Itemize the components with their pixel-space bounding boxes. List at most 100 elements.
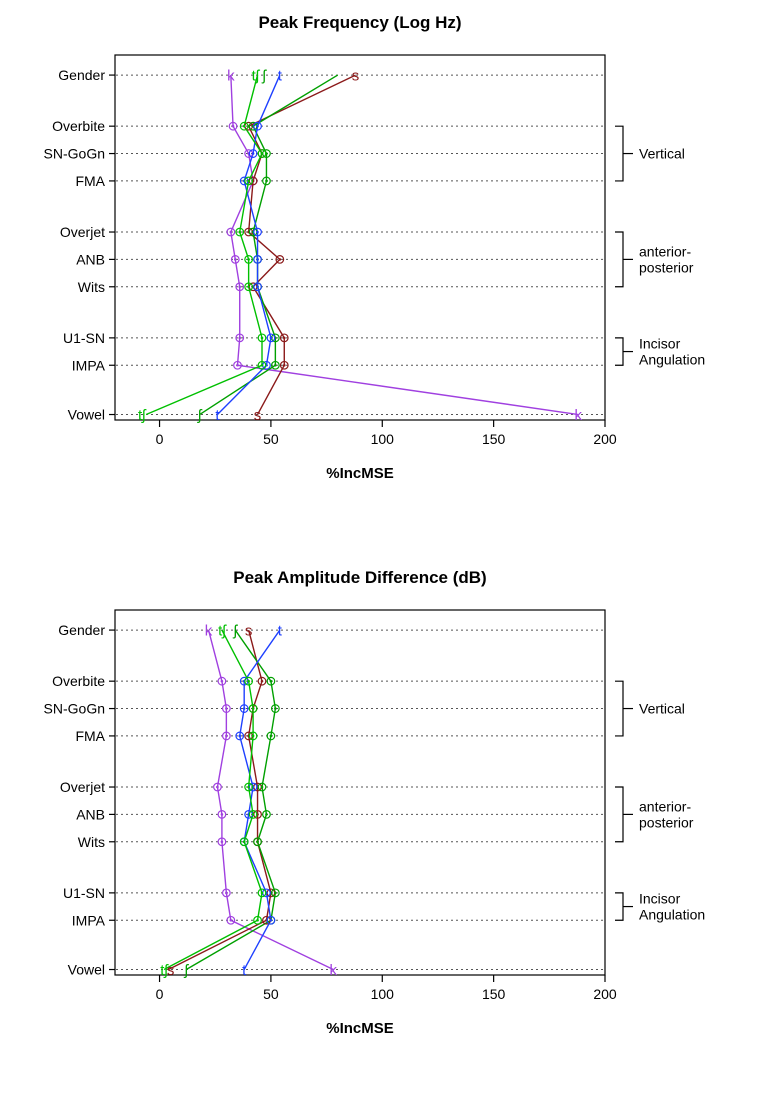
y-category-label: Gender bbox=[58, 67, 105, 83]
x-tick-label: 50 bbox=[263, 431, 279, 447]
series-point-inner-esh bbox=[265, 813, 268, 816]
series-glyph-esh: ʃ bbox=[262, 67, 268, 84]
series-glyph-esh: ʃ bbox=[184, 962, 190, 979]
group-label: Angulation bbox=[639, 352, 705, 368]
series-point-inner-esh bbox=[270, 735, 273, 738]
y-category-label: Vowel bbox=[68, 407, 105, 423]
x-axis-label: %IncMSE bbox=[326, 1020, 394, 1037]
group-label: Incisor bbox=[639, 336, 681, 352]
group-bracket bbox=[615, 232, 623, 287]
series-point-inner-k bbox=[230, 231, 233, 234]
x-tick-label: 0 bbox=[156, 986, 164, 1002]
series-point-inner-s bbox=[283, 337, 286, 340]
series-point-inner-t bbox=[256, 125, 259, 128]
series-point-inner-esh bbox=[265, 180, 268, 183]
y-category-label: Overjet bbox=[60, 779, 105, 795]
series-point-inner-esh bbox=[274, 364, 277, 367]
group-label: Vertical bbox=[639, 701, 685, 717]
series-glyph-t: t bbox=[278, 622, 283, 639]
chart-title: Peak Amplitude Difference (dB) bbox=[233, 568, 486, 587]
series-point-inner-k bbox=[234, 258, 237, 261]
x-tick-label: 200 bbox=[593, 986, 617, 1002]
y-category-label: Overbite bbox=[52, 118, 105, 134]
series-point-inner-tesh bbox=[261, 364, 264, 367]
y-category-label: FMA bbox=[75, 173, 105, 189]
x-tick-label: 100 bbox=[371, 431, 395, 447]
series-point-inner-esh bbox=[256, 840, 259, 843]
series-glyph-s: s bbox=[245, 622, 253, 639]
series-glyph-tesh: tʃ bbox=[252, 67, 261, 84]
y-category-label: Wits bbox=[78, 279, 105, 295]
series-point-inner-tesh bbox=[256, 919, 259, 922]
series-point-inner-t bbox=[256, 258, 259, 261]
series-point-inner-k bbox=[221, 813, 224, 816]
y-category-label: Vowel bbox=[68, 962, 105, 978]
x-tick-label: 50 bbox=[263, 986, 279, 1002]
page: { "image_size": { "w": 776, "h": 1107 },… bbox=[0, 0, 776, 1107]
series-point-inner-s bbox=[279, 258, 282, 261]
y-category-label: ANB bbox=[76, 251, 105, 267]
x-tick-label: 100 bbox=[371, 986, 395, 1002]
series-glyph-tesh: tʃ bbox=[138, 407, 147, 424]
series-glyph-esh: ʃ bbox=[197, 407, 203, 424]
series-glyph-t: t bbox=[278, 67, 283, 84]
x-tick-label: 0 bbox=[156, 431, 164, 447]
series-glyph-s: s bbox=[352, 67, 360, 84]
group-bracket bbox=[615, 787, 623, 842]
y-category-label: U1-SN bbox=[63, 330, 105, 346]
series-point-inner-tesh bbox=[247, 285, 250, 288]
series-point-inner-t bbox=[238, 735, 241, 738]
series-point-inner-k bbox=[216, 786, 219, 789]
series-point-inner-k bbox=[221, 680, 224, 683]
series-point-inner-s bbox=[261, 680, 264, 683]
series-point-inner-tesh bbox=[252, 813, 255, 816]
series-point-inner-s bbox=[283, 364, 286, 367]
series-point-inner-tesh bbox=[261, 892, 264, 895]
series-point-inner-k bbox=[238, 285, 241, 288]
series-point-inner-tesh bbox=[252, 735, 255, 738]
x-tick-label: 150 bbox=[482, 986, 506, 1002]
series-point-inner-t bbox=[243, 707, 246, 710]
x-tick-label: 150 bbox=[482, 431, 506, 447]
series-glyph-k: k bbox=[227, 67, 235, 84]
group-bracket bbox=[615, 338, 623, 365]
series-glyph-k: k bbox=[205, 622, 213, 639]
y-category-label: U1-SN bbox=[63, 885, 105, 901]
series-point-inner-tesh bbox=[243, 840, 246, 843]
series-point-inner-k bbox=[225, 707, 228, 710]
series-point-inner-k bbox=[221, 840, 224, 843]
series-point-inner-k bbox=[238, 337, 241, 340]
group-label: anterior- bbox=[639, 798, 691, 814]
series-point-inner-t bbox=[252, 152, 255, 155]
x-tick-label: 200 bbox=[593, 431, 617, 447]
y-category-label: SN-GoGn bbox=[44, 701, 105, 717]
series-point-inner-tesh bbox=[247, 258, 250, 261]
series-point-inner-tesh bbox=[261, 337, 264, 340]
series-point-inner-esh bbox=[274, 707, 277, 710]
group-bracket bbox=[615, 681, 623, 736]
series-point-inner-t bbox=[256, 285, 259, 288]
series-glyph-s: s bbox=[167, 962, 175, 979]
group-label: posterior bbox=[639, 259, 694, 275]
series-point-inner-t bbox=[256, 231, 259, 234]
x-axis-label: %IncMSE bbox=[326, 465, 394, 482]
series-point-inner-esh bbox=[261, 786, 264, 789]
series-glyph-t: t bbox=[215, 407, 220, 424]
y-category-label: SN-GoGn bbox=[44, 146, 105, 162]
y-category-label: IMPA bbox=[72, 912, 106, 928]
series-point-inner-tesh bbox=[247, 180, 250, 183]
series-point-inner-tesh bbox=[247, 680, 250, 683]
series-point-inner-t bbox=[270, 337, 273, 340]
series-glyph-esh: ʃ bbox=[233, 622, 239, 639]
series-point-inner-esh bbox=[274, 892, 277, 895]
series-point-inner-k bbox=[230, 919, 233, 922]
series-point-inner-tesh bbox=[238, 231, 241, 234]
series-glyph-k: k bbox=[330, 962, 338, 979]
group-label: anterior- bbox=[639, 243, 691, 259]
y-category-label: Overjet bbox=[60, 224, 105, 240]
series-point-inner-k bbox=[225, 892, 228, 895]
series-point-inner-tesh bbox=[243, 125, 246, 128]
series-point-inner-tesh bbox=[247, 786, 250, 789]
group-bracket bbox=[615, 893, 623, 920]
series-glyph-k: k bbox=[575, 407, 583, 424]
